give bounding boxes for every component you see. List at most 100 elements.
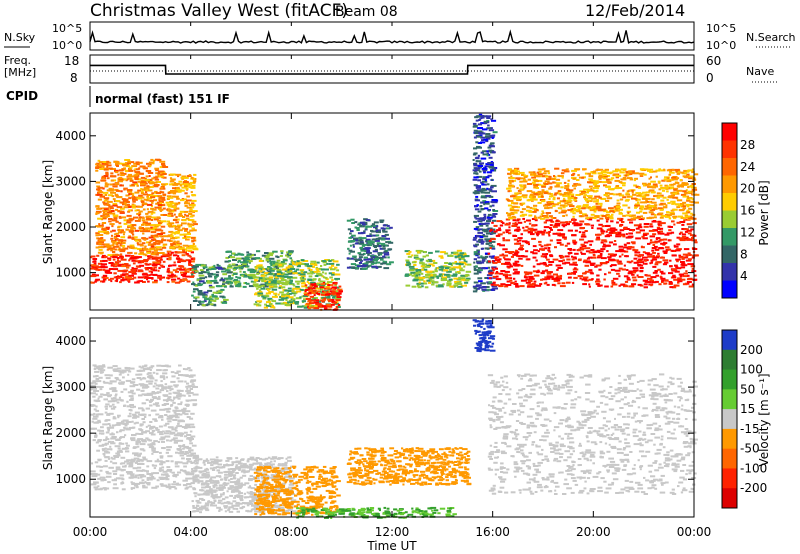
scatter-cell xyxy=(660,272,666,275)
scatter-cell xyxy=(457,285,463,288)
scatter-cell xyxy=(526,271,533,274)
scatter-cell xyxy=(159,160,166,163)
scatter-cell xyxy=(691,283,695,286)
scatter-cell xyxy=(440,273,445,276)
scatter-cell xyxy=(425,270,429,273)
scatter-cell xyxy=(539,215,542,218)
scatter-cell xyxy=(191,266,198,269)
scatter-cell xyxy=(228,260,231,262)
scatter-cell xyxy=(406,261,411,264)
scatter-cell xyxy=(363,258,369,261)
scatter-cell xyxy=(276,273,281,276)
scatter-cell xyxy=(432,271,435,273)
scatter-cell xyxy=(145,170,152,172)
scatter-cell xyxy=(683,169,687,172)
scatter-cell xyxy=(616,202,621,205)
scatter-cell xyxy=(448,268,455,271)
scatter-cell xyxy=(136,173,140,175)
scatter-cell xyxy=(513,202,519,205)
scatter-cell xyxy=(494,256,500,259)
scatter-cell xyxy=(178,180,183,183)
scatter-cell xyxy=(622,214,626,217)
scatter-cell xyxy=(129,229,134,232)
scatter-cell xyxy=(221,301,228,304)
scatter-cell xyxy=(321,293,326,296)
scatter-cell xyxy=(156,201,162,204)
scatter-cell xyxy=(672,208,678,211)
scatter-cell xyxy=(125,442,128,445)
scatter-cell xyxy=(316,303,322,306)
scatter-cell xyxy=(131,175,135,178)
scatter-cell xyxy=(666,214,672,217)
scatter-cell xyxy=(514,168,517,171)
scatter-cell xyxy=(227,266,233,269)
scatter-cell xyxy=(293,294,296,297)
scatter-cell xyxy=(490,245,495,248)
scatter-cell xyxy=(545,269,549,272)
scatter-cell xyxy=(522,196,528,199)
scatter-cell xyxy=(488,255,494,258)
scatter-cell xyxy=(615,193,621,196)
scatter-cell xyxy=(532,195,536,198)
scatter-cell xyxy=(486,117,491,119)
scatter-cell xyxy=(220,278,226,281)
scatter-cell xyxy=(540,278,544,281)
scatter-cell xyxy=(647,277,653,280)
scatter-cell xyxy=(496,220,503,223)
scatter-cell xyxy=(181,175,187,178)
scatter-cell xyxy=(173,240,176,243)
scatter-cell xyxy=(639,229,645,232)
scatter-cell xyxy=(330,259,335,262)
scatter-cell xyxy=(158,276,163,279)
scatter-cell xyxy=(196,279,202,282)
scatter-cell xyxy=(149,199,154,202)
scatter-cell xyxy=(178,214,183,217)
nsky-tick-top: 10^5 xyxy=(52,22,82,35)
scatter-cell xyxy=(674,177,680,180)
scatter-cell xyxy=(104,243,110,246)
scatter-cell xyxy=(508,226,511,229)
scatter-cell xyxy=(156,216,161,219)
scatter-cell xyxy=(226,277,232,280)
scatter-cell xyxy=(671,202,674,205)
scatter-cell xyxy=(161,183,167,186)
scatter-cell xyxy=(139,264,145,267)
scatter-cell xyxy=(679,231,683,234)
scatter-cell xyxy=(276,281,280,284)
scatter-cell xyxy=(155,246,162,249)
scatter-cell xyxy=(411,274,416,277)
scatter-cell xyxy=(217,290,223,293)
scatter-cell xyxy=(134,171,140,174)
scatter-cell xyxy=(328,262,335,265)
scatter-cell xyxy=(233,266,238,269)
scatter-cell xyxy=(106,160,110,163)
scatter-cell xyxy=(528,222,532,225)
scatter-cell xyxy=(126,228,129,231)
scatter-cell xyxy=(669,187,673,190)
scatter-cell xyxy=(417,286,422,289)
scatter-cell xyxy=(652,254,655,257)
scatter-cell xyxy=(532,256,537,259)
scatter-cell xyxy=(108,205,113,208)
scatter-cell xyxy=(512,222,516,225)
scatter-cell xyxy=(650,213,655,216)
scatter-cell xyxy=(643,194,647,197)
scatter-cell xyxy=(332,282,336,285)
scatter-cell xyxy=(564,185,570,187)
scatter-cell xyxy=(589,262,596,265)
scatter-cell xyxy=(133,457,140,460)
scatter-cell xyxy=(125,273,129,276)
scatter-cell xyxy=(671,276,677,279)
scatter-cell xyxy=(271,300,277,303)
scatter-cell xyxy=(307,279,313,281)
scatter-cell xyxy=(310,281,316,284)
scatter-cell xyxy=(584,172,587,175)
scatter-cell xyxy=(609,192,614,195)
scatter-cell xyxy=(112,204,118,207)
scatter-cell xyxy=(529,206,533,209)
scatter-cell xyxy=(145,224,148,227)
scatter-cell xyxy=(127,160,131,163)
scatter-cell xyxy=(688,254,692,256)
scatter-cell xyxy=(161,201,164,203)
scatter-cell xyxy=(317,293,321,295)
